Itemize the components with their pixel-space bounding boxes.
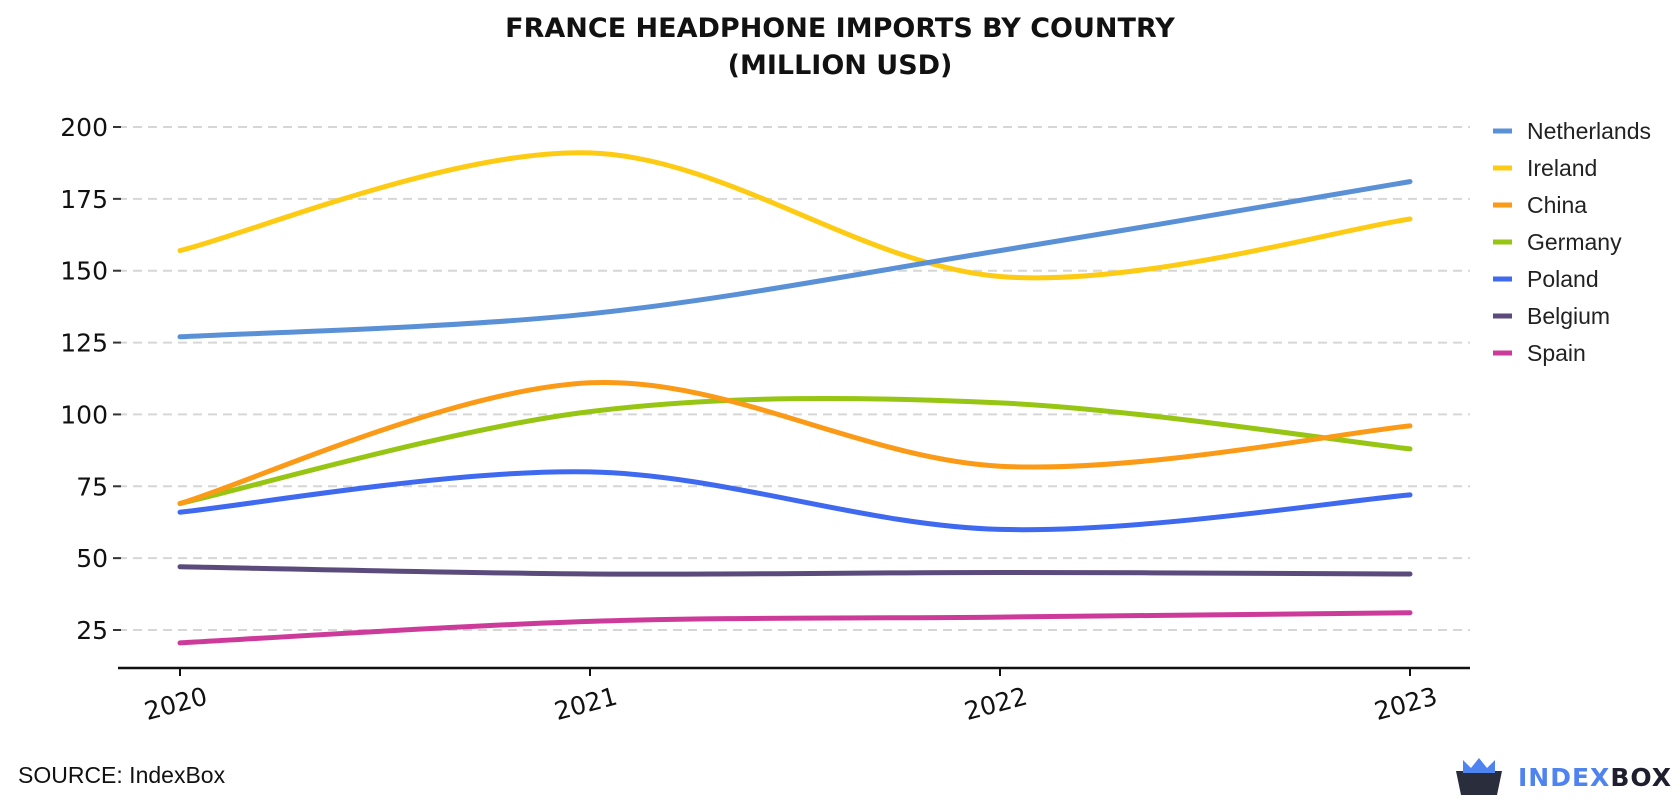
series-line-poland <box>177 469 1413 533</box>
series-line-spain <box>177 610 1413 646</box>
line-chart: 25 50 75 100 125 150 175 200 2020 2021 2022 2023 Ne… <box>60 113 1651 726</box>
y-tick-label: 150 <box>60 257 108 286</box>
series-line-belgium <box>177 564 1413 577</box>
y-tick-label: 50 <box>76 544 108 573</box>
series-line-china <box>177 379 1413 506</box>
y-tick-label: 75 <box>76 472 108 501</box>
brand-name: INDEXBOX <box>1518 763 1672 792</box>
chart-title: FRANCE HEADPHONE IMPORTS BY COUNTRY (MIL… <box>0 10 1680 84</box>
series-line-germany <box>177 395 1413 506</box>
series-line-ireland <box>177 150 1413 281</box>
legend: Netherlands Ireland China Germany Poland Belg… <box>1493 118 1651 366</box>
series-lines <box>177 150 1413 646</box>
chart-title-line-1: FRANCE HEADPHONE IMPORTS BY COUNTRY <box>505 13 1175 44</box>
x-tick-label: 2023 <box>1371 682 1440 726</box>
series-line-netherlands <box>177 179 1413 340</box>
legend-label-spain: Spain <box>1527 340 1586 366</box>
indexbox-logo[interactable]: INDEXBOX <box>1454 757 1672 797</box>
legend-label-germany: Germany <box>1527 229 1622 255</box>
x-tick-label: 2021 <box>551 682 620 726</box>
legend-label-poland: Poland <box>1527 266 1599 292</box>
y-tick-label: 200 <box>60 113 108 142</box>
chart-title-line-2: (MILLION USD) <box>727 50 953 81</box>
legend-label-belgium: Belgium <box>1527 303 1610 329</box>
brand-name-part-2: BOX <box>1610 762 1673 792</box>
x-tick-label: 2022 <box>961 682 1030 726</box>
y-tick-label: 125 <box>60 329 108 358</box>
grid-lines <box>118 126 1470 631</box>
crown-box-icon <box>1456 758 1502 795</box>
legend-label-ireland: Ireland <box>1527 155 1597 181</box>
y-tick-label: 25 <box>76 616 108 645</box>
x-tick-label: 2020 <box>141 682 210 726</box>
y-tick-label: 175 <box>60 185 108 214</box>
brand-name-part-1: INDEX <box>1518 762 1611 792</box>
source-note: SOURCE: IndexBox <box>18 762 226 788</box>
y-tick-label: 100 <box>60 400 108 429</box>
legend-label-netherlands: Netherlands <box>1527 118 1651 144</box>
legend-label-china: China <box>1527 192 1587 218</box>
